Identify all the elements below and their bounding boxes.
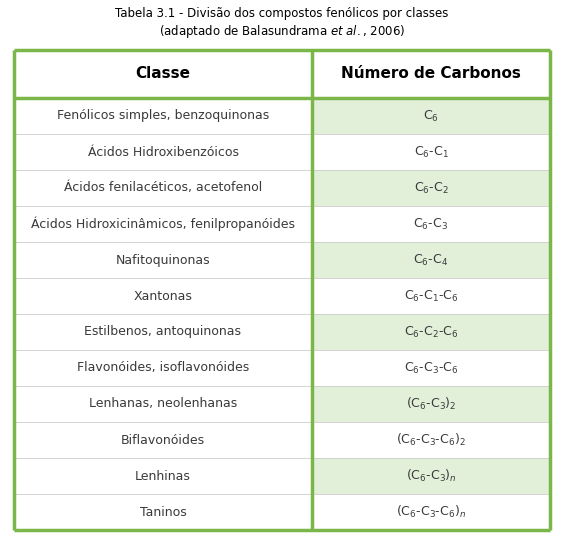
Text: Lenhanas, neolenhanas: Lenhanas, neolenhanas — [89, 398, 237, 410]
Text: Lenhinas: Lenhinas — [135, 470, 191, 483]
Bar — [312, 494, 550, 530]
Bar — [14, 50, 550, 98]
Bar — [14, 278, 312, 314]
Text: (C$_6$-C$_3$)$_n$: (C$_6$-C$_3$)$_n$ — [406, 468, 456, 484]
Text: (adaptado de Balasundrama $\it{et\ al.}$, 2006): (adaptado de Balasundrama $\it{et\ al.}$… — [159, 24, 405, 41]
Bar — [14, 206, 312, 242]
Bar — [312, 98, 550, 134]
Text: Nafitoquinonas: Nafitoquinonas — [116, 254, 210, 266]
Bar — [14, 170, 312, 206]
Text: Ácidos Hidroxibenzóicos: Ácidos Hidroxibenzóicos — [87, 146, 239, 158]
Text: Taninos: Taninos — [140, 506, 186, 518]
Bar — [312, 350, 550, 386]
Bar — [14, 458, 312, 494]
Text: Xantonas: Xantonas — [134, 289, 192, 302]
Bar — [312, 206, 550, 242]
Bar — [14, 98, 312, 134]
Bar — [312, 134, 550, 170]
Text: (C$_6$-C$_3$)$_2$: (C$_6$-C$_3$)$_2$ — [406, 396, 456, 412]
Text: C$_6$-C$_1$: C$_6$-C$_1$ — [413, 144, 448, 159]
Text: Fenólicos simples, benzoquinonas: Fenólicos simples, benzoquinonas — [57, 110, 269, 123]
Bar — [14, 134, 312, 170]
Bar — [14, 494, 312, 530]
Bar — [14, 422, 312, 458]
Text: Biflavonóides: Biflavonóides — [121, 433, 205, 447]
Bar — [312, 386, 550, 422]
Text: C$_6$-C$_3$: C$_6$-C$_3$ — [413, 217, 448, 232]
Bar — [312, 170, 550, 206]
Text: C$_6$-C$_1$-C$_6$: C$_6$-C$_1$-C$_6$ — [404, 288, 458, 303]
Bar — [312, 278, 550, 314]
Bar — [14, 314, 312, 350]
Text: (C$_6$-C$_3$-C$_6$)$_2$: (C$_6$-C$_3$-C$_6$)$_2$ — [396, 432, 466, 448]
Text: C$_6$-C$_2$-C$_6$: C$_6$-C$_2$-C$_6$ — [404, 324, 458, 340]
Bar — [312, 422, 550, 458]
Bar — [312, 458, 550, 494]
Bar — [312, 242, 550, 278]
Text: Tabela 3.1 - Divisão dos compostos fenólicos por classes: Tabela 3.1 - Divisão dos compostos fenól… — [115, 7, 449, 20]
Bar — [14, 350, 312, 386]
Text: (C$_6$-C$_3$-C$_6$)$_n$: (C$_6$-C$_3$-C$_6$)$_n$ — [396, 504, 466, 520]
Bar — [14, 386, 312, 422]
Bar — [14, 242, 312, 278]
Text: C$_6$-C$_3$-C$_6$: C$_6$-C$_3$-C$_6$ — [404, 361, 458, 376]
Text: Número de Carbonos: Número de Carbonos — [341, 66, 521, 81]
Text: Ácidos fenilacéticos, acetofenol: Ácidos fenilacéticos, acetofenol — [64, 181, 262, 195]
Text: C$_6$-C$_2$: C$_6$-C$_2$ — [413, 180, 448, 196]
Text: C$_6$: C$_6$ — [423, 109, 439, 124]
Text: Classe: Classe — [135, 66, 191, 81]
Text: Ácidos Hidroxicinâmicos, fenilpropanóides: Ácidos Hidroxicinâmicos, fenilpropanóide… — [31, 217, 295, 231]
Bar — [312, 314, 550, 350]
Text: C$_6$-C$_4$: C$_6$-C$_4$ — [413, 253, 448, 268]
Text: Estilbenos, antoquinonas: Estilbenos, antoquinonas — [85, 325, 241, 339]
Text: Flavonóides, isoflavonóides: Flavonóides, isoflavonóides — [77, 362, 249, 374]
